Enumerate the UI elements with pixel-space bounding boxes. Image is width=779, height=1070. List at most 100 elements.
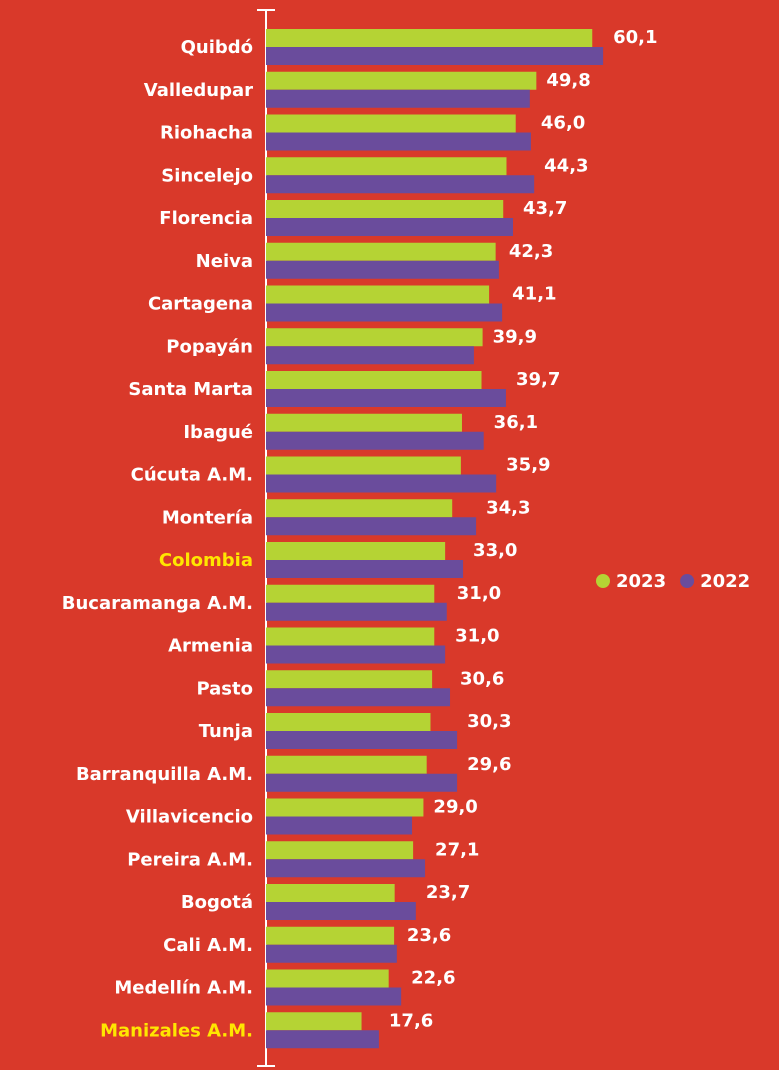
- bar: [266, 841, 414, 860]
- value-label: 30,3: [467, 711, 511, 732]
- bar: [266, 413, 462, 432]
- category-label: Sincelejo: [161, 165, 253, 186]
- category-label: Colombia: [159, 550, 253, 571]
- bar: [266, 731, 458, 749]
- category-label: Cúcuta A.M.: [131, 465, 253, 486]
- category-label: Bogotá: [181, 892, 253, 913]
- bar: [266, 260, 499, 279]
- bar: [266, 560, 464, 578]
- category-label: Pasto: [196, 678, 253, 699]
- bar: [266, 328, 483, 347]
- value-label: 35,9: [506, 455, 550, 476]
- bar: [266, 713, 431, 731]
- category-label: Cali A.M.: [163, 935, 253, 956]
- value-label: 30,6: [460, 668, 504, 689]
- bar: [266, 114, 516, 133]
- bar: [266, 89, 530, 108]
- value-label: 44,3: [544, 155, 588, 176]
- bar: [266, 47, 604, 65]
- bar: [266, 371, 482, 389]
- value-label: 46,0: [541, 113, 585, 134]
- value-label: 60,1: [613, 27, 657, 48]
- bar: [266, 132, 531, 151]
- bar: [266, 218, 513, 236]
- bar: [266, 602, 447, 621]
- value-label: 43,7: [523, 198, 567, 219]
- value-label: 17,6: [389, 1010, 433, 1031]
- category-label: Popayán: [166, 336, 253, 357]
- legend-swatch: [596, 574, 610, 588]
- bar: [266, 499, 453, 518]
- value-label: 41,1: [512, 284, 556, 305]
- value-label: 36,1: [494, 412, 538, 433]
- bar: [266, 816, 413, 835]
- category-label: Pereira A.M.: [127, 849, 253, 870]
- bar: [266, 884, 395, 902]
- value-label: 34,3: [486, 497, 530, 518]
- value-label: 29,0: [433, 797, 477, 818]
- bar: [266, 987, 402, 1006]
- legend-label: 2022: [700, 571, 750, 592]
- category-label: Montería: [162, 507, 253, 528]
- bar: [266, 584, 435, 603]
- bar: [266, 627, 435, 646]
- bar: [266, 200, 504, 218]
- category-label: Valledupar: [144, 80, 253, 101]
- bar: [266, 1012, 362, 1031]
- category-label: Manizales A.M.: [100, 1020, 253, 1041]
- bar: [266, 285, 490, 304]
- value-label: 42,3: [509, 241, 553, 262]
- bar: [266, 926, 395, 945]
- bar: [266, 242, 496, 261]
- legend-swatch: [680, 574, 695, 588]
- value-label: 33,0: [473, 540, 517, 561]
- category-label: Neiva: [196, 251, 253, 272]
- category-label: Quibdó: [181, 37, 253, 58]
- bar: [266, 755, 427, 774]
- bar: [266, 773, 458, 792]
- bar: [266, 798, 424, 817]
- bar: [266, 1030, 379, 1049]
- value-label: 39,7: [516, 369, 560, 390]
- bar: [266, 431, 484, 450]
- value-label: 27,1: [435, 839, 479, 860]
- bar: [266, 517, 477, 536]
- value-label: 49,8: [546, 70, 590, 91]
- bar: [266, 303, 503, 322]
- bar: [266, 902, 416, 920]
- bar: [266, 969, 389, 988]
- bar: [266, 456, 461, 475]
- category-label: Ibagué: [183, 422, 253, 443]
- category-label: Tunja: [199, 721, 253, 742]
- bar: [266, 542, 446, 560]
- bar: [266, 346, 474, 365]
- category-label: Villavicencio: [126, 807, 253, 828]
- bar: [266, 71, 537, 90]
- category-label: Cartagena: [148, 294, 253, 315]
- bar: [266, 944, 397, 963]
- category-label: Barranquilla A.M.: [76, 764, 253, 785]
- bar: [266, 688, 451, 707]
- value-label: 23,7: [426, 882, 470, 903]
- category-label: Bucaramanga A.M.: [62, 593, 253, 614]
- bar: [266, 157, 507, 176]
- value-label: 39,9: [493, 326, 537, 347]
- bar: [266, 474, 497, 493]
- bar: [266, 645, 446, 664]
- bar: [266, 175, 535, 194]
- bar: [266, 859, 426, 878]
- category-label: Riohacha: [160, 123, 253, 144]
- legend-label: 2023: [616, 571, 666, 592]
- category-label: Santa Marta: [128, 379, 253, 400]
- category-label: Armenia: [168, 636, 253, 657]
- value-label: 29,6: [467, 754, 511, 775]
- value-label: 22,6: [411, 968, 455, 989]
- value-label: 31,0: [457, 583, 501, 604]
- value-label: 23,6: [407, 925, 451, 946]
- value-label: 31,0: [455, 626, 499, 647]
- category-label: Medellín A.M.: [114, 978, 253, 999]
- bar: [266, 389, 506, 407]
- bar: [266, 29, 593, 47]
- category-label: Florencia: [159, 208, 253, 229]
